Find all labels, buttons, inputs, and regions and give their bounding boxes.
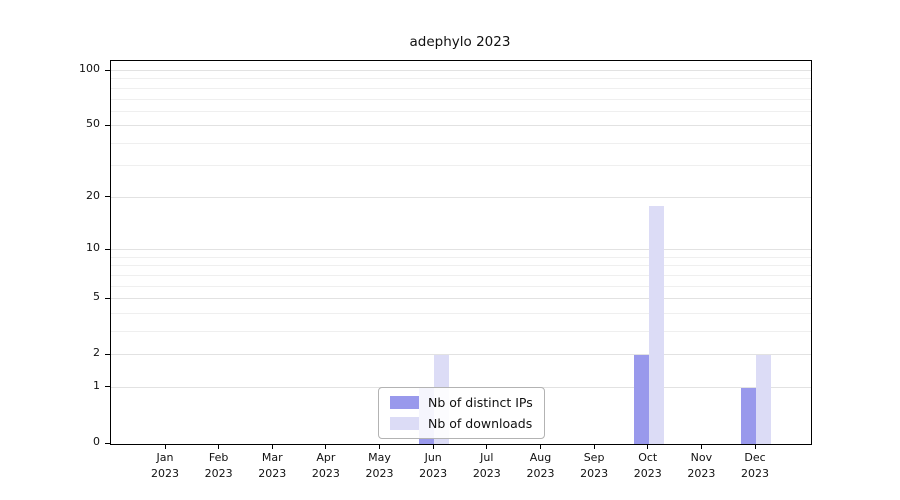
y-tick-mark xyxy=(105,386,110,388)
chart-title: adephylo 2023 xyxy=(409,34,511,50)
gridline xyxy=(111,274,811,276)
bar-downloads-dec xyxy=(756,355,771,444)
x-tick-mark xyxy=(486,444,488,449)
x-tick-mark xyxy=(539,444,541,449)
legend-item-downloads: Nb of downloads xyxy=(390,416,533,431)
gridline xyxy=(111,70,811,71)
bar-downloads-oct xyxy=(648,206,664,444)
legend-swatch-downloads xyxy=(390,417,419,430)
x-tick-label-mar: Mar 2023 xyxy=(258,451,287,480)
gridline xyxy=(111,298,811,300)
bar-distinct-ips-dec xyxy=(741,387,756,444)
gridline xyxy=(111,196,811,198)
x-tick-label-feb: Feb 2023 xyxy=(204,451,233,480)
y-tick-label: 50 xyxy=(86,117,100,131)
legend: Nb of distinct IPs Nb of downloads xyxy=(378,387,545,439)
y-tick-label: 0 xyxy=(93,435,100,448)
x-tick-label-dec: Dec 2023 xyxy=(741,451,769,480)
x-tick-mark xyxy=(700,444,702,449)
x-tick-mark xyxy=(218,444,220,449)
x-tick-label-apr: Apr 2023 xyxy=(311,451,340,480)
x-tick-mark xyxy=(325,444,327,449)
legend-label-distinct-ips: Nb of distinct IPs xyxy=(428,395,533,410)
gridline xyxy=(111,87,811,89)
y-tick-mark xyxy=(105,248,110,250)
x-tick-mark xyxy=(593,444,595,449)
x-tick-label-aug: Aug 2023 xyxy=(526,451,555,480)
y-tick-mark xyxy=(105,124,110,126)
gridline xyxy=(111,110,811,112)
gridline xyxy=(111,265,811,267)
y-tick-mark xyxy=(105,297,110,299)
x-tick-label-sep: Sep 2023 xyxy=(580,451,609,480)
y-tick-label: 1 xyxy=(93,378,100,392)
gridline xyxy=(111,98,811,100)
bar-distinct-ips-oct xyxy=(633,355,649,444)
y-tick-mark xyxy=(105,442,110,444)
x-tick-mark xyxy=(271,444,273,449)
x-tick-mark xyxy=(379,444,381,449)
x-tick-label-oct: Oct 2023 xyxy=(633,451,662,480)
x-tick-mark xyxy=(754,444,756,449)
x-tick-mark xyxy=(647,444,649,449)
gridline xyxy=(111,354,811,356)
x-tick-label-nov: Nov 2023 xyxy=(687,451,716,480)
legend-item-distinct-ips: Nb of distinct IPs xyxy=(390,395,533,410)
y-tick-mark xyxy=(105,353,110,355)
legend-label-downloads: Nb of downloads xyxy=(428,416,533,431)
x-tick-mark xyxy=(164,444,166,449)
gridline xyxy=(111,330,811,332)
gridline xyxy=(111,285,811,287)
x-tick-label-jan: Jan 2023 xyxy=(151,451,179,480)
gridline xyxy=(111,78,811,80)
y-tick-mark xyxy=(105,196,110,198)
gridline xyxy=(111,165,811,167)
x-tick-label-jun: Jun 2023 xyxy=(419,451,448,480)
y-tick-label: 20 xyxy=(86,188,100,202)
x-tick-label-jul: Jul 2023 xyxy=(472,451,501,480)
y-tick-label: 10 xyxy=(86,241,100,255)
legend-swatch-distinct-ips xyxy=(390,396,419,409)
gridline xyxy=(111,125,811,127)
y-tick-label: 100 xyxy=(79,62,100,75)
y-tick-mark xyxy=(105,69,110,71)
gridline xyxy=(111,312,811,314)
x-tick-label-may: May 2023 xyxy=(365,451,394,480)
x-tick-mark xyxy=(432,444,434,449)
y-tick-label: 5 xyxy=(93,290,100,304)
gridline xyxy=(111,256,811,258)
y-tick-label: 2 xyxy=(93,346,100,360)
plot-area xyxy=(110,60,812,445)
gridline xyxy=(111,142,811,144)
gridline xyxy=(111,249,811,251)
